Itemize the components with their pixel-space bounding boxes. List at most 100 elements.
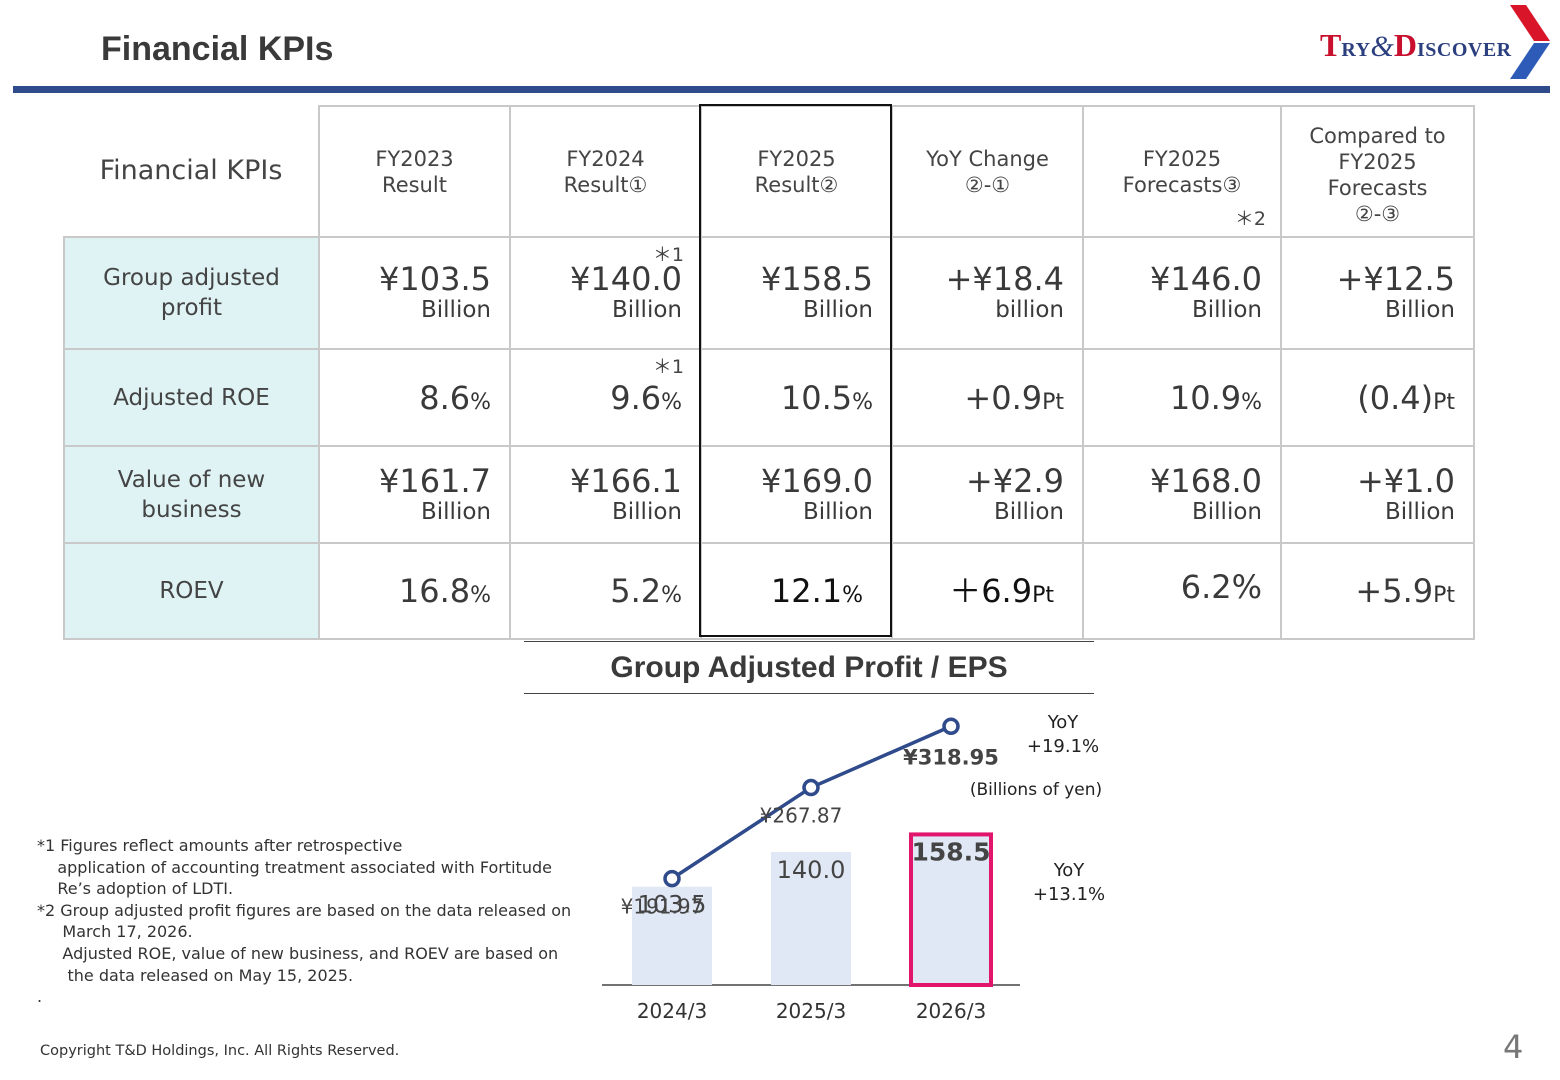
col-header-line: FY2025 [757, 146, 836, 171]
footnotes: *1 Figures reflect amounts after retrosp… [37, 836, 572, 1007]
row-label-line: business [141, 496, 242, 523]
kpi-unit: Billion [421, 297, 491, 323]
col-header-yoy: YoY Change ②-① [891, 105, 1084, 238]
kpi-cell: ¥169.0 Billion [700, 445, 893, 544]
kpi-cell: ¥146.0 Billion [1082, 236, 1282, 350]
eps-point [942, 717, 960, 736]
col-header-note: ＊2 [1234, 208, 1266, 230]
bar-value-label: 103.5 [638, 891, 707, 919]
kpi-value: ¥161.7 [379, 461, 491, 500]
kpi-suffix: Pt [1042, 389, 1064, 415]
kpi-table: Financial KPIs FY2023 Result FY2024 Result… [63, 105, 1475, 640]
row-label-line: Group adjusted [103, 265, 280, 291]
table-row: Adjusted ROE 8.6% ＊1 9.6% 10.5% +0.9Pt 10… [63, 348, 1475, 447]
profit-yoy-label: YoY [1053, 860, 1086, 881]
eps-yoy-value: +19.1% [1027, 736, 1099, 757]
x-tick-label: 2024/3 [637, 999, 707, 1023]
col-header-line: FY2023 [375, 146, 454, 171]
logo-wordmark: TRY&DISCOVER [1320, 27, 1512, 64]
profit-eps-chart: 103.5 2024/3 140.0 2025/3 158.5 2026/3 ¥191.97… [602, 712, 1105, 1023]
kpi-cell: +0.9Pt [891, 348, 1084, 447]
kpi-unit: Billion [1385, 498, 1455, 525]
kpi-unit: Billion [1385, 297, 1455, 323]
kpi-value: ＋6.9 [949, 572, 1033, 610]
col-header-vs-forecast: Compared to FY2025 Forecasts ②-③ [1280, 105, 1475, 238]
kpi-suffix: Pt [1433, 389, 1455, 415]
kpi-cell: +¥2.9 Billion [891, 445, 1084, 544]
row-label-line: Value of new [117, 466, 266, 493]
kpi-value: +¥2.9 [965, 461, 1064, 500]
eps-point [802, 778, 820, 797]
kpi-unit: billion [995, 297, 1064, 323]
col-header-fy2025: FY2025 Result② [700, 105, 893, 238]
col-header-line: Forecasts③ [1122, 172, 1242, 197]
page-number: 4 [1503, 1028, 1524, 1066]
logo-iscover: ISCOVER [1416, 39, 1512, 61]
kpi-value: 8.6 [419, 378, 471, 417]
kpi-value: ¥158.5 [761, 260, 873, 298]
bar-value-label: 158.5 [911, 837, 990, 866]
kpi-unit: Billion [803, 498, 873, 525]
logo-t: T [1320, 27, 1342, 63]
col-header-line: FY2025 [1142, 146, 1222, 171]
logo-amp: & [1370, 30, 1394, 63]
row-label-line: Adjusted ROE [113, 384, 270, 411]
col-header-line: ②-① [964, 172, 1011, 197]
kpi-suffix: % [1241, 389, 1262, 415]
kpi-suffix: % [661, 389, 682, 415]
col-header-line: Result [382, 172, 447, 197]
kpi-cell: ¥158.5 Billion [700, 236, 893, 350]
table-row: ROEV 16.8% 5.2% 12.1% ＋6.9Pt 6.2% +5.9Pt [63, 542, 1475, 640]
footnote-marker: ＊1 [652, 244, 684, 266]
kpi-value: 6.2% [1180, 568, 1262, 606]
kpi-cell: (0.4)Pt [1280, 348, 1475, 447]
kpi-suffix: % [661, 583, 682, 608]
eps-label: ¥191.97 [621, 895, 704, 919]
col-header-line: Forecasts [1327, 175, 1428, 200]
table-row: Value of new business ¥161.7 Billion ¥166.… [63, 445, 1475, 544]
kpi-value: +¥1.0 [1356, 461, 1455, 500]
col-header-line: FY2024 [566, 146, 645, 171]
row-label-line: ROEV [159, 578, 224, 604]
kpi-unit: Billion [612, 498, 682, 525]
col-header-fy2024: FY2024 Result① [509, 105, 702, 238]
x-tick-label: 2026/3 [916, 999, 986, 1023]
kpi-cell: 12.1% [700, 542, 893, 640]
kpi-value: +5.9 [1355, 572, 1434, 610]
copyright: Copyright T&D Holdings, Inc. All Rights … [40, 1043, 400, 1059]
kpi-unit: Billion [612, 297, 682, 323]
kpi-cell: +¥18.4 billion [891, 236, 1084, 350]
profit-bar [771, 852, 851, 985]
kpi-unit: Billion [1192, 498, 1262, 525]
kpi-cell: 16.8% [318, 542, 511, 640]
kpi-value: 16.8 [398, 572, 471, 610]
kpi-unit: Billion [803, 297, 873, 323]
kpi-unit: Billion [421, 498, 491, 525]
kpi-header-row: Financial KPIs FY2023 Result FY2024 Result… [64, 105, 1475, 238]
kpi-value: 10.9 [1169, 378, 1242, 417]
kpi-value: ¥140.0 [570, 260, 682, 298]
kpi-suffix: % [470, 389, 491, 415]
kpi-cell: 6.2% [1082, 542, 1282, 640]
kpi-suffix: % [842, 583, 863, 608]
kpi-cell: 10.5% [700, 348, 893, 447]
kpi-value: 9.6 [610, 378, 662, 417]
eps-label: ¥267.87 [760, 804, 843, 828]
col-header-line: Result② [754, 172, 839, 197]
kpi-cell: ¥161.7 Billion [318, 445, 511, 544]
kpi-unit: Billion [1192, 297, 1262, 323]
x-tick-label: 2025/3 [776, 999, 846, 1023]
logo-ry: RY [1341, 39, 1371, 61]
logo-d: D [1393, 27, 1417, 63]
col-header-line: ②-③ [1354, 201, 1401, 226]
row-label: Value of new business [63, 445, 320, 544]
eps-label: ¥318.95 [903, 745, 999, 769]
kpi-cell: ¥168.0 Billion [1082, 445, 1282, 544]
title-rule [13, 86, 1550, 93]
kpi-value: ¥146.0 [1150, 260, 1262, 298]
table-row: Group adjusted profit ¥103.5 Billion ＊1 ¥14… [63, 236, 1475, 350]
kpi-cell: 10.9% [1082, 348, 1282, 447]
kpi-cell: +5.9Pt [1280, 542, 1475, 640]
logo-arrow-icon [1510, 5, 1550, 79]
kpi-cell: 8.6% [318, 348, 511, 447]
